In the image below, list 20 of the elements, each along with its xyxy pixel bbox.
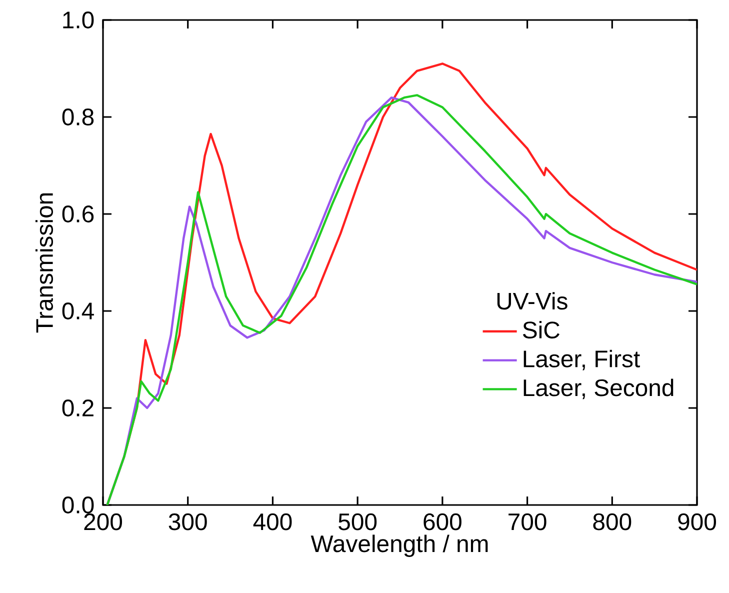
x-tick-label: 200 bbox=[84, 513, 122, 530]
y-axis-title: Transmission bbox=[35, 193, 54, 333]
x-tick-label: 700 bbox=[508, 513, 546, 530]
legend-label: SiC bbox=[522, 320, 560, 338]
x-tick-label: 300 bbox=[168, 513, 207, 530]
x-tick-label: 500 bbox=[338, 513, 377, 530]
y-tick-label: 0.2 bbox=[62, 400, 94, 416]
y-tick-label: 1.0 bbox=[63, 12, 94, 28]
x-tick-label: 900 bbox=[678, 513, 716, 530]
legend-title: UV-Vis bbox=[497, 292, 568, 310]
x-axis-title: Wavelength / nm bbox=[310, 534, 488, 557]
x-tick-label: 400 bbox=[253, 513, 292, 530]
legend-label: Laser, Second bbox=[524, 378, 674, 400]
legend-label: Laser, First bbox=[524, 350, 640, 370]
y-tick-label: 0.8 bbox=[62, 108, 94, 126]
y-tick-label: 0.0 bbox=[62, 496, 94, 514]
y-tick-label: 0.4 bbox=[62, 302, 94, 320]
x-tick-label: 800 bbox=[593, 513, 632, 530]
x-tick-label: 600 bbox=[424, 513, 462, 530]
y-tick-label: 0.6 bbox=[62, 206, 94, 222]
